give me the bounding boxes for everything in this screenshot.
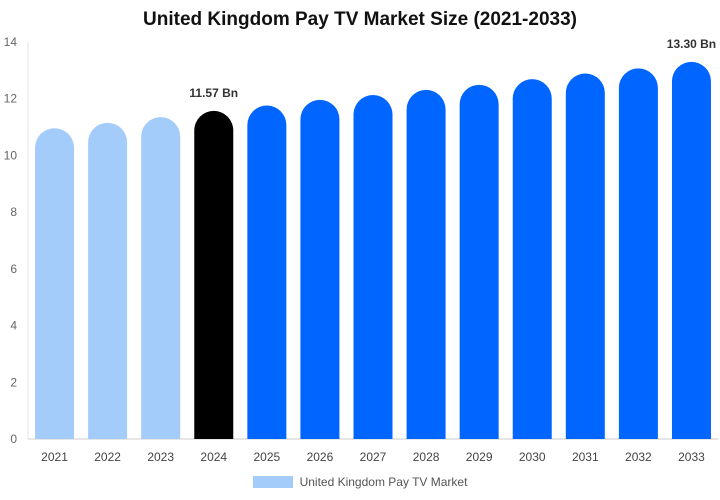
x-tick-label: 2027 <box>360 450 387 464</box>
x-tick-label: 2033 <box>678 450 705 464</box>
data-label: 13.30 Bn <box>667 37 716 51</box>
y-tick-label: 4 <box>10 319 17 333</box>
bar <box>512 79 552 439</box>
x-tick-label: 2022 <box>94 450 121 464</box>
bar <box>88 122 128 439</box>
bar <box>406 89 446 439</box>
bar <box>141 117 181 439</box>
x-tick-label: 2031 <box>572 450 599 464</box>
x-tick-label: 2024 <box>200 450 227 464</box>
x-tick-label: 2023 <box>147 450 174 464</box>
x-tick-label: 2021 <box>41 450 68 464</box>
bar-chart: 0 2 4 6 8 10 12 14 2021 2022 2023 2024 2025 2026 2027 2… <box>4 35 718 464</box>
bar <box>247 105 287 440</box>
bar <box>671 61 711 439</box>
y-tick-label: 6 <box>10 262 17 276</box>
y-tick-label: 8 <box>10 205 17 219</box>
y-tick-label: 2 <box>10 375 17 389</box>
legend[interactable]: United Kingdom Pay TV Market <box>0 475 720 489</box>
bar <box>300 99 340 439</box>
legend-label: United Kingdom Pay TV Market <box>299 475 468 489</box>
y-tick-label: 0 <box>10 432 17 446</box>
x-tick-label: 2025 <box>253 450 280 464</box>
y-tick-label: 10 <box>4 148 18 162</box>
bar <box>353 95 393 439</box>
x-tick-label: 2030 <box>519 450 546 464</box>
x-tick-label: 2026 <box>307 450 334 464</box>
bar <box>459 84 499 440</box>
data-label: 11.57 Bn <box>189 86 238 100</box>
legend-swatch <box>252 476 293 488</box>
bar <box>565 73 605 439</box>
bar <box>35 128 75 439</box>
x-tick-label: 2029 <box>466 450 493 464</box>
x-tick-label: 2032 <box>625 450 652 464</box>
y-tick-label: 14 <box>4 35 18 49</box>
y-tick-label: 12 <box>4 92 18 106</box>
chart-title: United Kingdom Pay TV Market Size (2021-… <box>143 9 577 30</box>
x-tick-label: 2028 <box>413 450 440 464</box>
bar <box>618 68 658 439</box>
bar <box>194 110 234 440</box>
